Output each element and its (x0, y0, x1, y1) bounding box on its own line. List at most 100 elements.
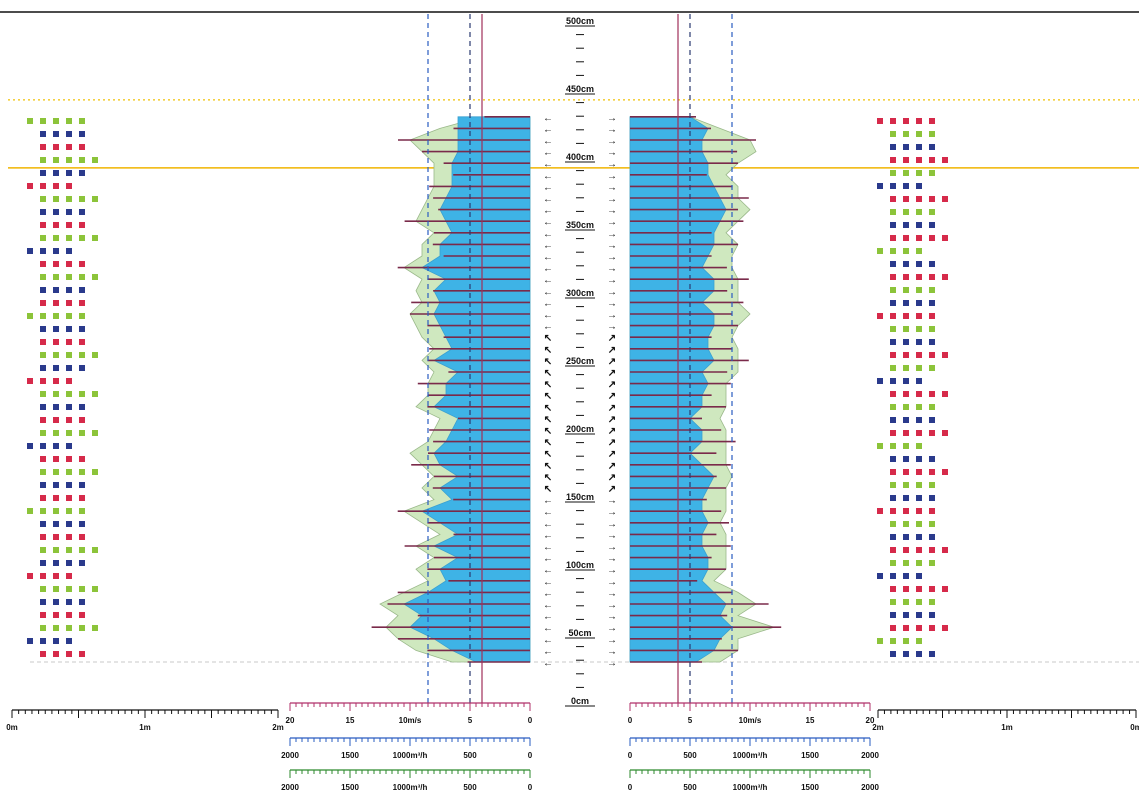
left-dots-dot (79, 118, 85, 124)
left-dots-dot (66, 170, 72, 176)
left-dots-dot (92, 352, 98, 358)
right-dots-dot (877, 443, 883, 449)
left-dots-dot (27, 508, 33, 514)
right-dots-dot (903, 287, 909, 293)
left-dots-dot (40, 261, 46, 267)
arrow-left: ← (543, 136, 553, 147)
right-dots-dot (890, 508, 896, 514)
left-dots-dot (40, 612, 46, 618)
right-dots-dot (903, 157, 909, 163)
left-dots-dot (92, 196, 98, 202)
left-dots-dot (40, 118, 46, 124)
left-dots-dot (79, 313, 85, 319)
arrow-right: → (607, 113, 617, 124)
left-dots-dot (53, 248, 59, 254)
right-dots-dot (890, 287, 896, 293)
speed-left-label: 15 (346, 716, 355, 725)
right-dots-dot (903, 469, 909, 475)
left-dots-dot (53, 183, 59, 189)
left-dots-dot (66, 131, 72, 137)
arrow-right: → (607, 171, 617, 182)
left-dots-dot (27, 638, 33, 644)
left-dots-dot (53, 261, 59, 267)
right-dots-dot (916, 118, 922, 124)
speed-left-label: 0 (528, 716, 533, 725)
left-dots-dot (66, 222, 72, 228)
right-dots-dot (890, 547, 896, 553)
arrow-left: ← (543, 600, 553, 611)
arrow-right: → (607, 588, 617, 599)
left-dots-dot (53, 287, 59, 293)
speed-left-label: 20 (286, 716, 295, 725)
right-dots-dot (916, 625, 922, 631)
right-dots-dot (903, 365, 909, 371)
right-dots-dot (877, 508, 883, 514)
left-dots-dot (92, 430, 98, 436)
flow2-right-label: 500 (683, 783, 697, 792)
arrow-left: ← (543, 229, 553, 240)
left-dots-dot (66, 573, 72, 579)
left-dots-dot (79, 300, 85, 306)
right-dots-dot (929, 157, 935, 163)
right-dots-dot (890, 391, 896, 397)
arrow-right: → (607, 635, 617, 646)
left-dots-dot (79, 352, 85, 358)
arrow-right: → (607, 136, 617, 147)
right-dots-dot (929, 261, 935, 267)
right-dots-dot (942, 625, 948, 631)
right-dots-dot (903, 339, 909, 345)
right-dots-dot (890, 638, 896, 644)
right-dots-dot (916, 131, 922, 137)
flow1-right-label: 1000m³/h (733, 751, 768, 760)
right-dots-dot (929, 365, 935, 371)
right-dots-dot (929, 625, 935, 631)
arrow-right: → (607, 600, 617, 611)
left-dots-dot (53, 443, 59, 449)
left-dots-dot (66, 547, 72, 553)
right-dots-dot (929, 586, 935, 592)
left-dots-dot (66, 417, 72, 423)
right-dots-dot (890, 118, 896, 124)
right-dots-dot (903, 404, 909, 410)
left-dots-dot (79, 521, 85, 527)
arrow-right: ↗ (608, 356, 616, 367)
left-dots-dot (40, 534, 46, 540)
height-label: 0cm (571, 696, 589, 706)
arrow-right: → (607, 496, 617, 507)
right-dots-dot (890, 378, 896, 384)
right-dots-dot (916, 352, 922, 358)
left-dots-dot (66, 612, 72, 618)
right-dots-dot (916, 547, 922, 553)
distance-left-label: 1m (139, 723, 151, 732)
right-dots-dot (929, 547, 935, 553)
arrow-right: → (607, 519, 617, 530)
flow2-right-label: 0 (628, 783, 633, 792)
right-dots-dot (929, 274, 935, 280)
left-dots-dot (53, 612, 59, 618)
arrow-left: ← (543, 287, 553, 298)
right-dots-dot (903, 274, 909, 280)
right-dots-dot (903, 430, 909, 436)
speed-right-label: 0 (628, 716, 633, 725)
right-dots-dot (929, 287, 935, 293)
arrow-left: ↖ (544, 356, 552, 367)
left-dots-dot (40, 599, 46, 605)
left-dots-dot (66, 196, 72, 202)
arrow-right: → (607, 507, 617, 518)
flow1-left-label: 0 (528, 751, 533, 760)
left-dots-dot (53, 170, 59, 176)
left-dots-dot (92, 391, 98, 397)
height-label: 500cm (566, 16, 594, 26)
arrow-right: → (607, 658, 617, 669)
left-dots-dot (40, 157, 46, 163)
right-dots-dot (929, 313, 935, 319)
left-dots-dot (40, 235, 46, 241)
right-dots-dot (903, 391, 909, 397)
left-dots-dot (79, 495, 85, 501)
right-dots-dot (890, 157, 896, 163)
left-dots-dot (79, 274, 85, 280)
arrow-left: ← (543, 519, 553, 530)
speed-bars (371, 116, 782, 663)
right-dots-dot (903, 482, 909, 488)
